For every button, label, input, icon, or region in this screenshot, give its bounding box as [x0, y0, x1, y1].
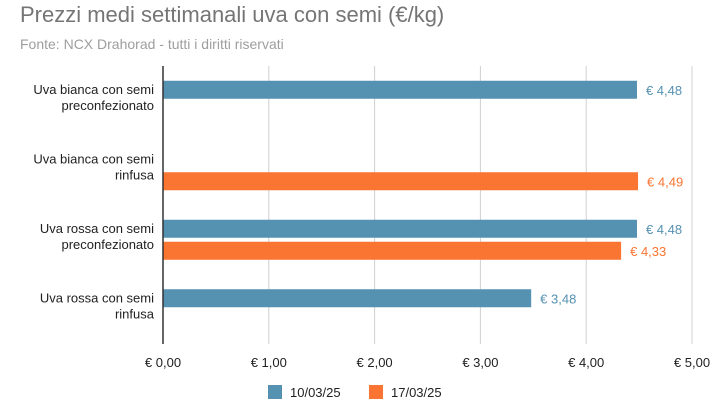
category-label: Uva rossa con semi rinfusa: [40, 290, 155, 321]
x-tick-label: € 5,00: [674, 355, 710, 370]
category-label: Uva bianca con semi rinfusa: [33, 151, 154, 182]
chart-subtitle: Fonte: NCX Drahorad - tutti i diritti ri…: [20, 36, 284, 52]
data-label: € 4,48: [646, 83, 682, 98]
category-label: Uva rossa con semi preconfezionato: [40, 221, 154, 252]
x-tick-label: € 0,00: [145, 355, 181, 370]
x-tick-label: € 3,00: [462, 355, 498, 370]
x-tick-label: € 2,00: [357, 355, 393, 370]
data-label: € 3,48: [540, 291, 576, 306]
x-tick-label: € 4,00: [568, 355, 604, 370]
bar: [163, 172, 639, 191]
legend-swatch: [369, 385, 383, 399]
legend-label: 17/03/25: [391, 385, 442, 400]
legend-label: 10/03/25: [290, 385, 341, 400]
data-label: € 4,49: [647, 174, 683, 189]
data-label: € 4,33: [630, 244, 666, 259]
category-label: Uva bianca con semi preconfezionato: [33, 82, 154, 113]
bar: [163, 241, 622, 260]
bar: [163, 80, 637, 99]
data-label: € 4,48: [646, 222, 682, 237]
legend-swatch: [268, 385, 282, 399]
bar: [163, 219, 637, 238]
bar: [163, 289, 532, 308]
chart-title: Prezzi medi settimanali uva con semi (€/…: [20, 2, 445, 27]
x-tick-label: € 1,00: [251, 355, 287, 370]
